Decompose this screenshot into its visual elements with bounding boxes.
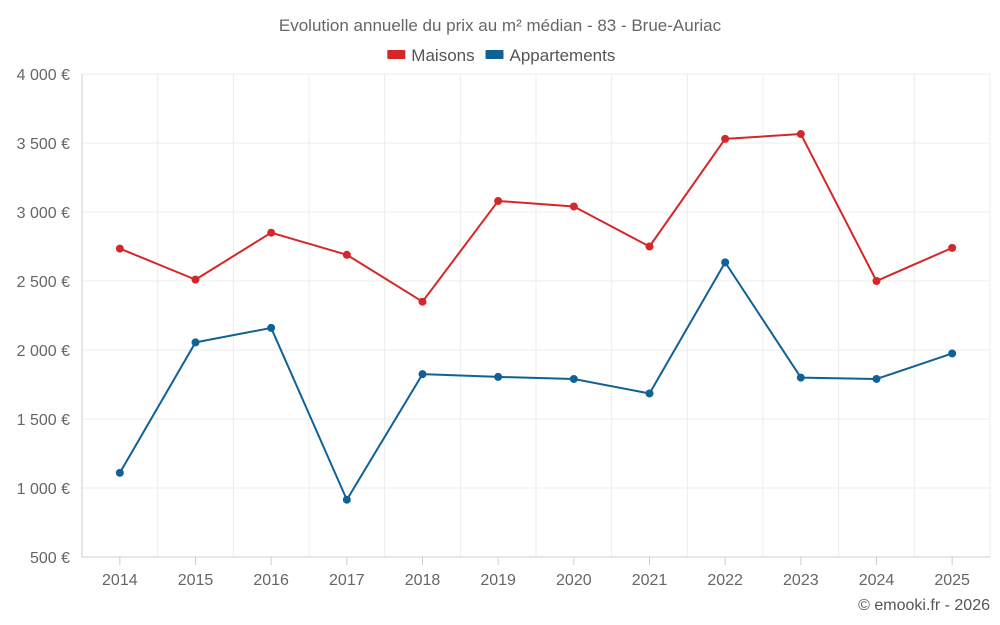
- data-point-appartements[interactable]: [721, 258, 730, 267]
- data-point-appartements[interactable]: [191, 338, 200, 347]
- y-tick-label: 500 €: [30, 550, 70, 567]
- y-tick-label: 1 000 €: [17, 481, 70, 498]
- data-point-maisons[interactable]: [872, 277, 881, 285]
- x-tick-label: 2016: [253, 572, 289, 589]
- x-tick-label: 2014: [102, 572, 138, 589]
- x-tick-label: 2022: [707, 572, 743, 589]
- y-tick-label: 3 000 €: [17, 205, 70, 222]
- x-tick-label: 2025: [934, 572, 970, 589]
- x-tick-label: 2021: [632, 572, 668, 589]
- credit-text: © emooki.fr - 2026: [858, 597, 990, 614]
- data-point-maisons[interactable]: [494, 196, 503, 205]
- x-tick-label: 2017: [329, 572, 365, 589]
- y-tick-label: 4 000 €: [17, 67, 70, 84]
- data-point-maisons[interactable]: [191, 275, 200, 284]
- data-point-appartements[interactable]: [494, 372, 503, 381]
- y-tick-label: 2 000 €: [17, 343, 70, 360]
- x-tick-label: 2020: [556, 572, 592, 589]
- series-line-appartements: [118, 261, 953, 501]
- x-tick-label: 2019: [480, 572, 516, 589]
- data-point-appartements[interactable]: [796, 373, 805, 382]
- series-maisons: [115, 130, 957, 306]
- x-tick-label: 2015: [178, 572, 214, 589]
- chart-title: Evolution annuelle du prix au m² médian …: [279, 16, 722, 35]
- y-tick-label: 3 500 €: [17, 136, 70, 153]
- x-tick-label: 2024: [859, 572, 895, 589]
- legend-item-appartements[interactable]: Appartements: [485, 46, 616, 65]
- y-tick-label: 1 500 €: [17, 412, 70, 429]
- series-layer: [115, 130, 957, 504]
- data-point-appartements[interactable]: [342, 495, 351, 504]
- data-point-appartements[interactable]: [948, 349, 957, 358]
- legend-label: Maisons: [411, 46, 474, 65]
- data-point-maisons[interactable]: [645, 242, 654, 251]
- data-point-appartements[interactable]: [267, 323, 276, 332]
- data-point-maisons[interactable]: [418, 297, 427, 306]
- data-point-maisons[interactable]: [115, 244, 124, 253]
- series-line-maisons: [119, 133, 953, 303]
- legend-swatch-icon: [387, 50, 406, 59]
- x-tick-label: 2018: [405, 572, 441, 589]
- data-point-maisons[interactable]: [721, 134, 730, 143]
- data-point-appartements[interactable]: [418, 370, 427, 379]
- grid: [81, 73, 991, 557]
- data-point-appartements[interactable]: [872, 374, 881, 383]
- data-point-maisons[interactable]: [569, 202, 578, 211]
- data-point-maisons[interactable]: [342, 250, 351, 259]
- data-point-appartements[interactable]: [115, 468, 124, 477]
- legend: Maisons Appartements: [387, 46, 615, 65]
- data-point-appartements[interactable]: [569, 374, 578, 383]
- legend-swatch-icon: [485, 50, 504, 59]
- data-point-maisons[interactable]: [796, 130, 805, 139]
- series-appartements: [115, 258, 957, 504]
- y-tick-label: 2 500 €: [17, 274, 70, 291]
- data-point-maisons[interactable]: [948, 243, 957, 252]
- legend-item-maisons[interactable]: Maisons: [387, 46, 475, 65]
- x-tick-label: 2023: [783, 572, 819, 589]
- data-point-maisons[interactable]: [267, 228, 276, 237]
- axes: 500 € 1 000 € 1 500 € 2 000 € 2 500 € 3 000 €…: [17, 67, 990, 589]
- legend-label: Appartements: [510, 46, 616, 65]
- data-point-appartements[interactable]: [645, 389, 654, 398]
